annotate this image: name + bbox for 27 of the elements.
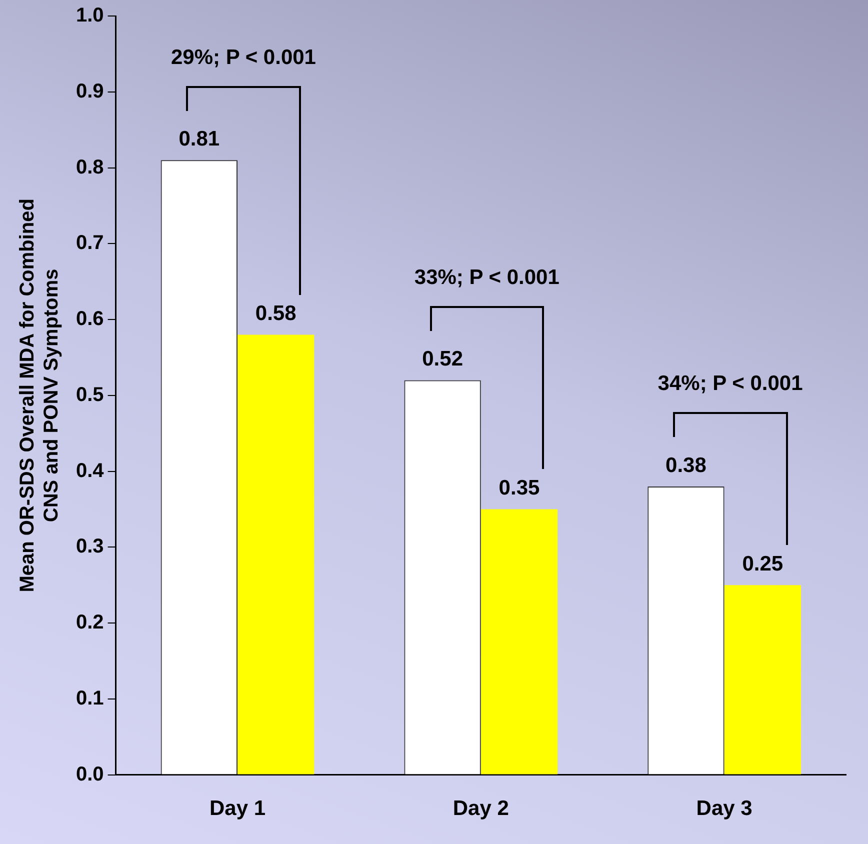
y-tick-label: 0.8 xyxy=(76,156,104,178)
y-tick-label: 0.5 xyxy=(76,384,104,406)
x-tick-label: Day 3 xyxy=(696,797,752,820)
data-label: 0.81 xyxy=(178,127,220,150)
annotation: 34%; P < 0.001 xyxy=(658,372,803,396)
y-tick-label: 0.9 xyxy=(76,80,104,102)
data-label: 0.38 xyxy=(666,454,707,477)
data-label: 0.25 xyxy=(742,552,784,576)
x-tick-label: Day 2 xyxy=(452,797,509,820)
y-tick-label: 0.7 xyxy=(76,232,104,254)
y-tick-label: 0.1 xyxy=(76,687,104,710)
bar xyxy=(238,334,314,774)
data-label: 0.35 xyxy=(498,476,540,500)
annotation: 33%; P < 0.001 xyxy=(414,266,560,290)
y-tick-label: 0.2 xyxy=(76,612,104,634)
y-tick-label: 0.3 xyxy=(76,536,104,558)
data-label: 0.52 xyxy=(422,348,464,371)
y-tick-label: 0.6 xyxy=(76,308,104,330)
y-tick-label: 0.0 xyxy=(76,763,104,786)
annotation: 29%; P < 0.001 xyxy=(171,46,316,70)
y-axis-title: Mean OR-SDS Overall MDA for Combined CNS and PONV Symptoms xyxy=(16,198,63,592)
bar xyxy=(724,585,801,774)
y-tick-label: 0.4 xyxy=(76,460,105,482)
data-label: 0.58 xyxy=(255,302,297,325)
x-tick-label: Day 1 xyxy=(209,797,266,820)
bar xyxy=(480,509,558,774)
y-tick-label: 1.0 xyxy=(76,4,104,27)
